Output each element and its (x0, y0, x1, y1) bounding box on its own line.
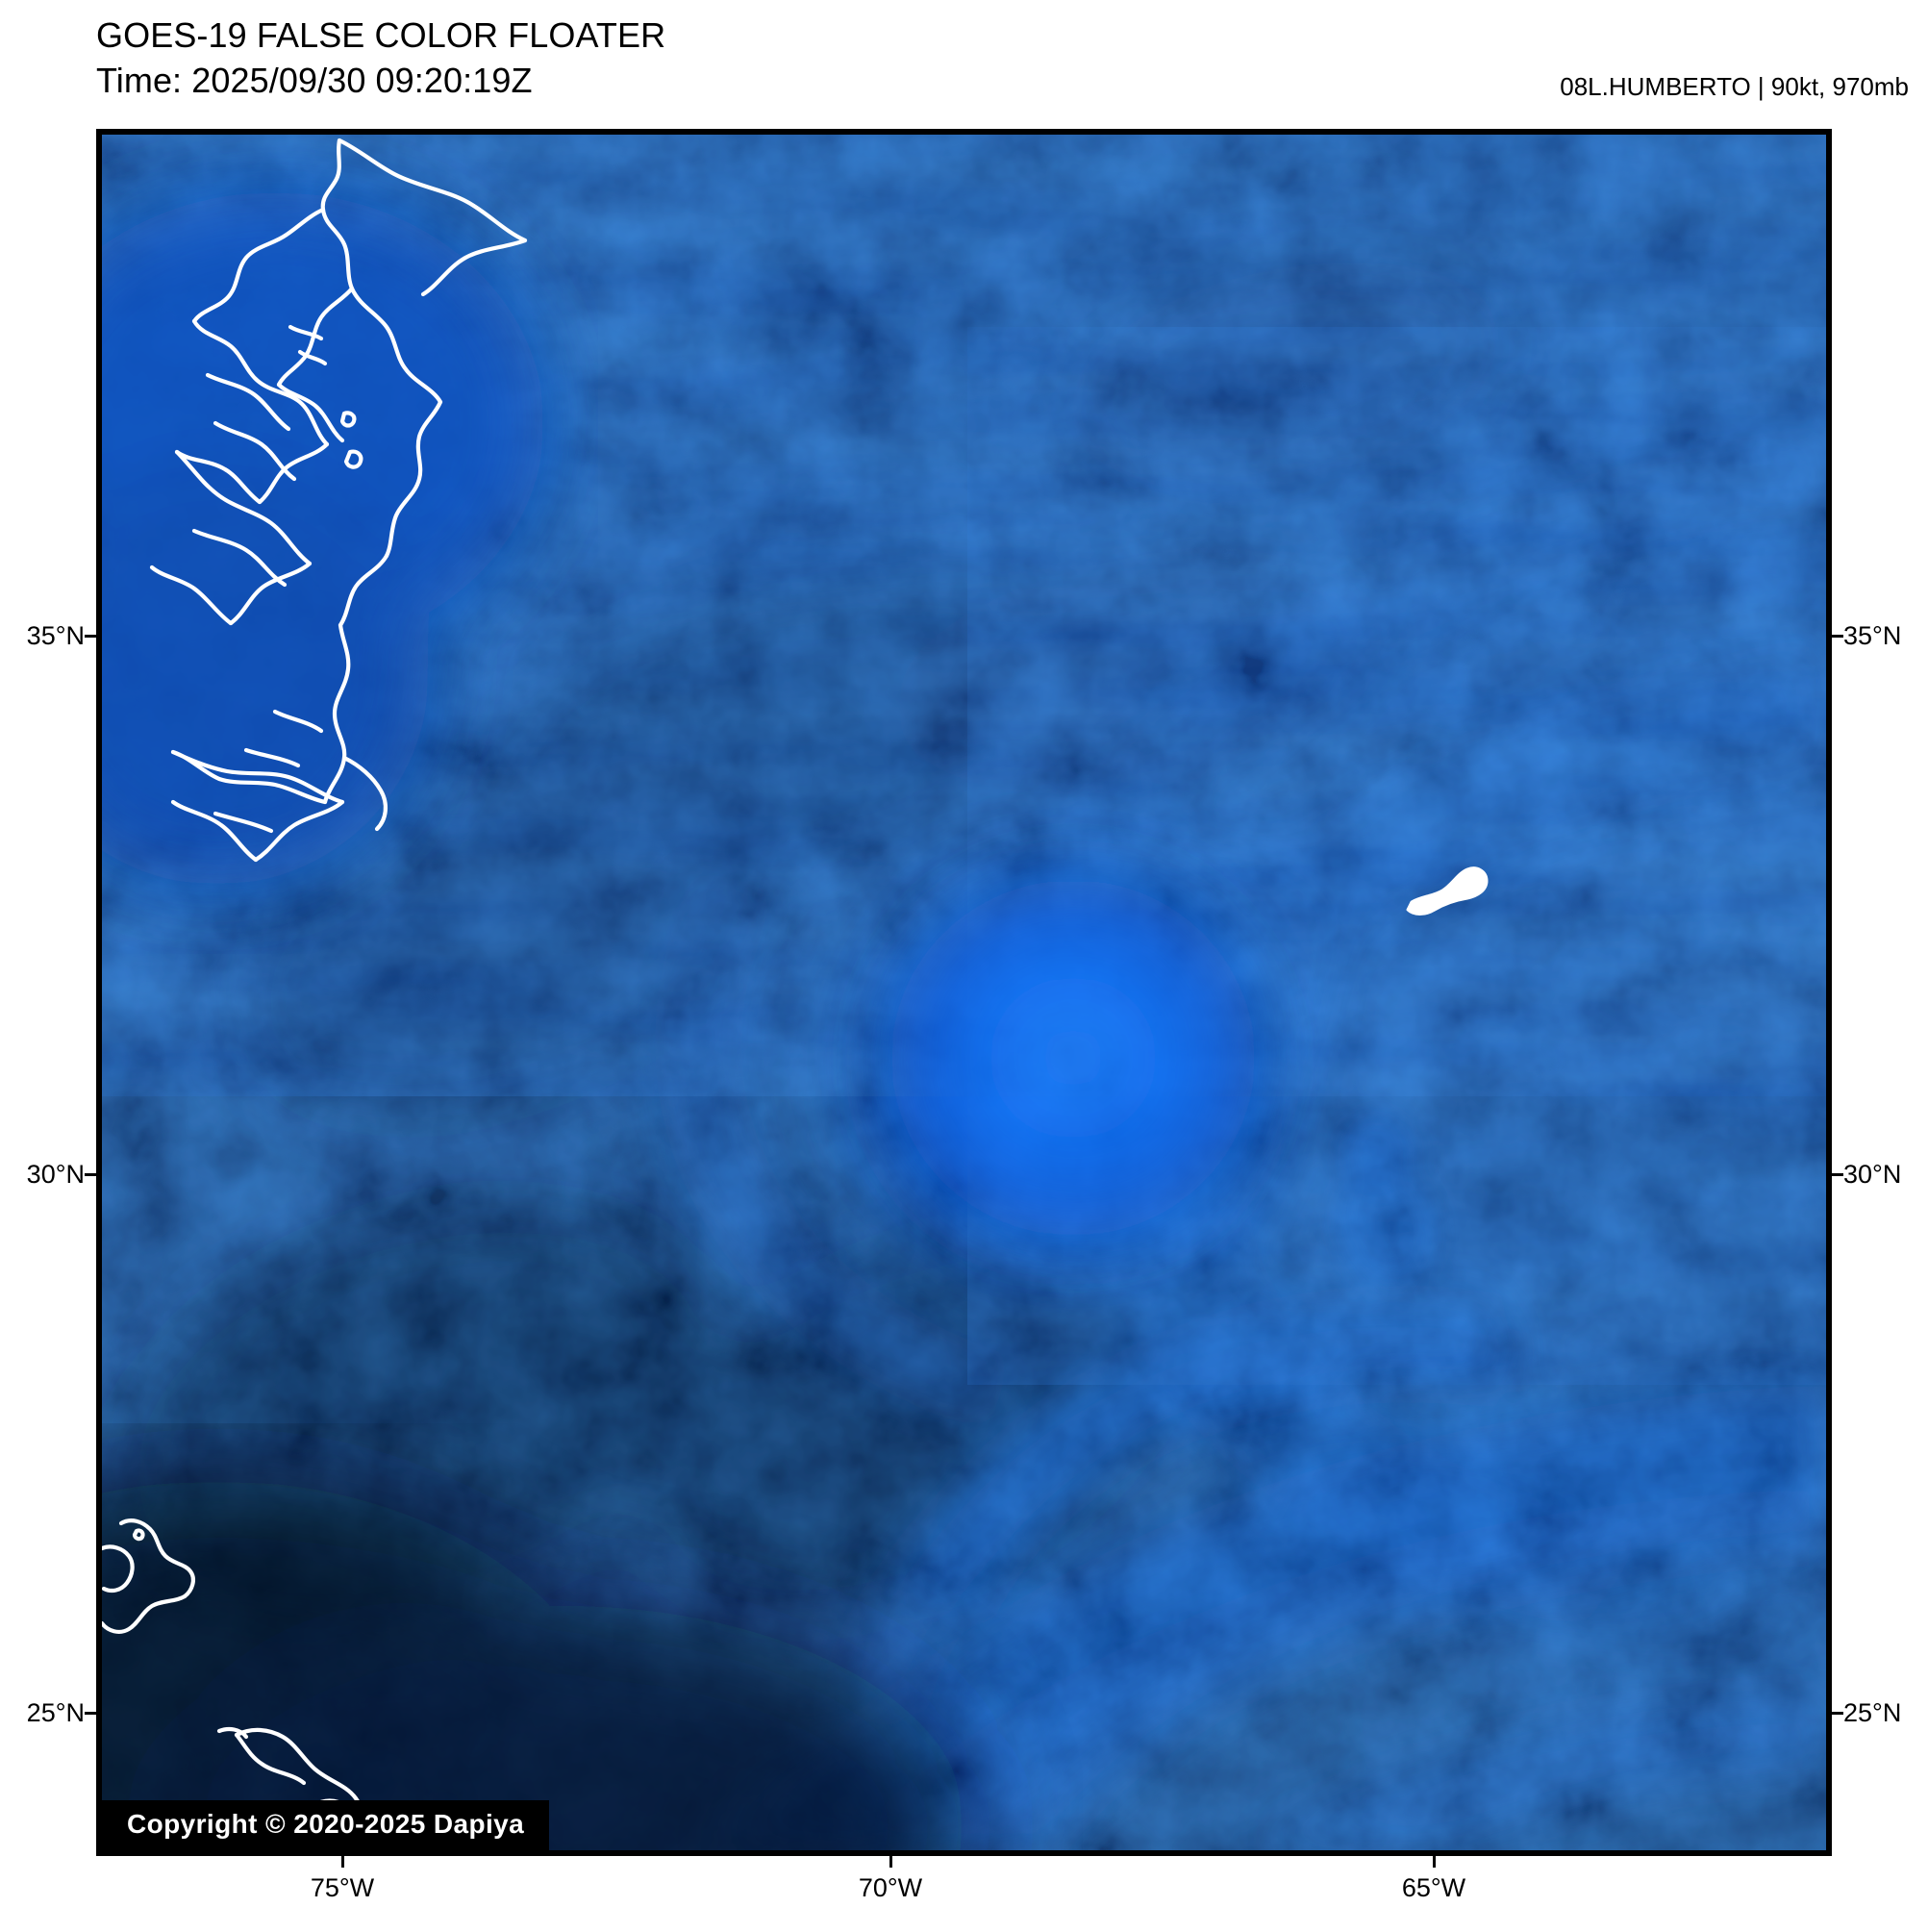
lat-label-35-left: 35°N (26, 621, 85, 650)
header-left: GOES-19 FALSE COLOR FLOATER Time: 2025/0… (96, 13, 665, 104)
page-title: GOES-19 FALSE COLOR FLOATER (96, 15, 666, 55)
tick-lon-75 (341, 1856, 344, 1868)
lat-label-25-right: 25°N (1843, 1698, 1902, 1727)
tick-lat-35-right (1832, 635, 1843, 638)
tick-lat-30-right (1832, 1173, 1843, 1176)
tick-lat-25-right (1832, 1712, 1843, 1715)
lat-label-30-right: 30°N (1843, 1160, 1902, 1189)
lon-label-65: 65°W (1401, 1873, 1466, 1902)
coastline-overlay (102, 138, 1489, 1850)
tick-lat-30-left (85, 1173, 96, 1176)
lon-label-70: 70°W (858, 1873, 923, 1902)
tick-lat-35-left (85, 635, 96, 638)
copyright-watermark: Copyright © 2020-2025 Dapiya (102, 1800, 550, 1850)
tick-lon-70 (889, 1856, 892, 1868)
lon-label-75: 75°W (310, 1873, 375, 1902)
timestamp-label: Time: 2025/09/30 09:20:19Z (96, 60, 533, 100)
lat-label-35-right: 35°N (1843, 621, 1902, 650)
tick-lat-25-left (85, 1712, 96, 1715)
tick-lon-65 (1433, 1856, 1436, 1868)
lat-label-25-left: 25°N (26, 1698, 85, 1727)
satellite-image-panel[interactable]: Copyright © 2020-2025 Dapiya (96, 129, 1832, 1856)
storm-info-label: 08L.HUMBERTO | 90kt, 970mb (1560, 72, 1909, 101)
satellite-imagery (102, 135, 1826, 1850)
lat-label-30-left: 30°N (26, 1160, 85, 1189)
